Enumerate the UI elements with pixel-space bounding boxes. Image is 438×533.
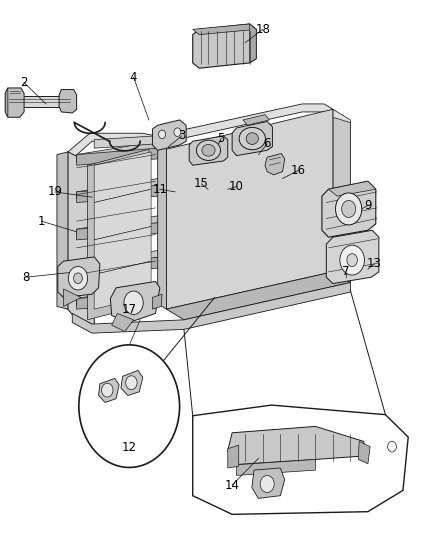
Polygon shape [189,136,228,165]
Polygon shape [121,370,143,395]
Circle shape [336,193,362,225]
Polygon shape [228,426,367,465]
Polygon shape [158,144,166,309]
Polygon shape [59,90,77,113]
Ellipse shape [202,144,215,156]
Polygon shape [152,294,162,309]
Polygon shape [243,115,269,125]
Polygon shape [94,189,151,240]
Polygon shape [77,148,158,165]
Text: 17: 17 [122,303,137,316]
Circle shape [124,291,143,314]
Text: 16: 16 [290,164,305,177]
Polygon shape [77,251,158,271]
Polygon shape [77,223,158,240]
Ellipse shape [196,140,220,160]
Circle shape [79,345,180,467]
Polygon shape [112,313,134,332]
Polygon shape [265,154,285,175]
Text: 6: 6 [263,138,271,150]
Polygon shape [94,227,151,274]
Circle shape [102,383,113,397]
Polygon shape [237,459,315,475]
Circle shape [174,128,181,136]
Polygon shape [77,185,158,203]
Polygon shape [155,104,333,144]
Polygon shape [77,179,158,199]
Polygon shape [94,152,151,203]
Polygon shape [333,109,350,123]
Polygon shape [232,122,272,156]
Polygon shape [322,181,376,237]
Polygon shape [166,272,350,320]
Text: 1: 1 [38,215,46,228]
Circle shape [347,254,357,266]
Polygon shape [88,149,149,320]
Text: 7: 7 [342,265,350,278]
Polygon shape [110,281,160,322]
Polygon shape [68,152,72,314]
Text: 4: 4 [130,71,138,84]
Circle shape [68,266,88,290]
Polygon shape [166,109,333,309]
Polygon shape [68,133,155,159]
Polygon shape [152,120,186,150]
Polygon shape [250,24,256,63]
Ellipse shape [246,133,258,144]
Text: 13: 13 [367,257,382,270]
Polygon shape [58,257,100,297]
Circle shape [342,200,356,217]
Circle shape [388,441,396,452]
Circle shape [126,376,137,390]
Circle shape [260,475,274,492]
Text: 8: 8 [23,271,30,284]
Polygon shape [77,141,158,161]
Polygon shape [68,152,94,325]
Text: 12: 12 [122,441,137,454]
Polygon shape [77,292,158,309]
Polygon shape [94,261,151,309]
Polygon shape [68,152,94,325]
Text: 19: 19 [47,185,62,198]
Polygon shape [358,441,370,464]
Polygon shape [9,96,70,107]
Text: 9: 9 [364,199,372,212]
Polygon shape [64,289,81,306]
Text: 10: 10 [229,180,244,193]
Ellipse shape [239,127,265,150]
Polygon shape [99,378,119,402]
Polygon shape [193,405,408,514]
Text: 18: 18 [255,23,270,36]
Circle shape [74,273,82,284]
Polygon shape [326,230,379,284]
Circle shape [340,245,364,275]
Circle shape [159,130,166,139]
Text: 3: 3 [178,130,185,142]
Text: 14: 14 [225,479,240,491]
Polygon shape [94,136,155,148]
Polygon shape [252,468,285,498]
Polygon shape [328,181,376,196]
Polygon shape [77,257,158,274]
Text: 2: 2 [20,76,28,89]
Polygon shape [57,152,68,309]
Polygon shape [193,24,256,68]
Polygon shape [193,24,256,35]
Polygon shape [77,216,158,236]
Text: 11: 11 [152,183,167,196]
Text: 15: 15 [194,177,209,190]
Text: 5: 5 [218,132,225,145]
Polygon shape [72,282,350,333]
Polygon shape [333,109,350,282]
Polygon shape [5,88,24,117]
Polygon shape [77,285,158,305]
Polygon shape [5,88,8,117]
Polygon shape [228,445,239,468]
